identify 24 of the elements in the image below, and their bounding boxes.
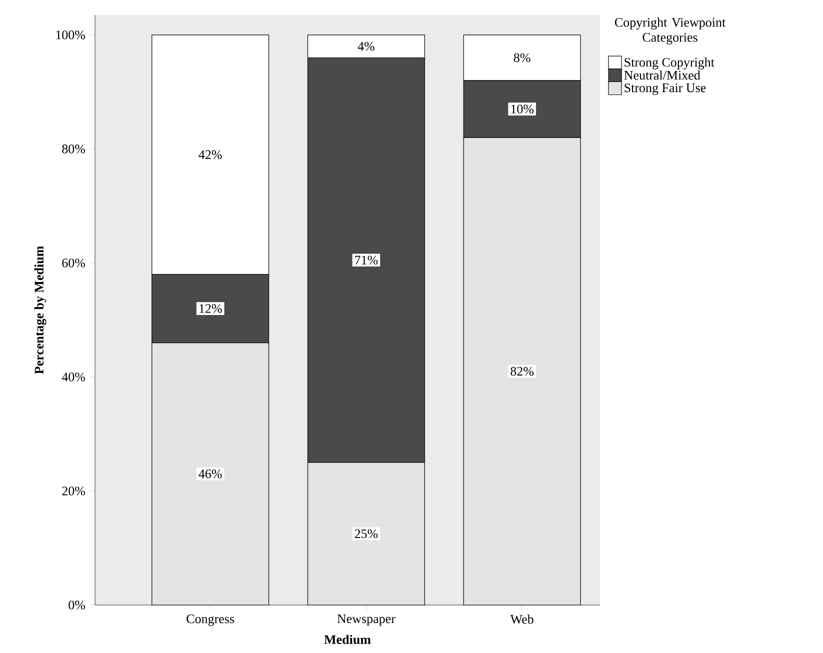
data-label: 71% xyxy=(355,256,378,265)
x-tick-label: Web xyxy=(510,614,534,624)
x-tick-label: Congress xyxy=(186,614,234,626)
y-tick-label: 40% xyxy=(62,372,86,382)
data-label: 8% xyxy=(514,53,530,62)
y-tick-label: 80% xyxy=(62,144,86,154)
legend-label: Strong Copyright xyxy=(624,58,714,70)
legend-title: Copyright Viewpoint Categories xyxy=(614,18,726,44)
x-axis-title: Medium xyxy=(324,634,371,644)
data-label: 46% xyxy=(198,469,222,478)
y-tick-label: 0% xyxy=(68,600,86,610)
data-label: 82% xyxy=(510,366,534,376)
legend-label: Neutral/Mixed xyxy=(624,70,700,80)
data-label: 4% xyxy=(358,42,374,51)
data-label: 25% xyxy=(354,529,378,538)
data-label: 42% xyxy=(198,150,222,160)
y-tick-label: 60% xyxy=(62,258,86,268)
y-tick-label: 20% xyxy=(62,486,86,496)
x-tick-label: Newspaper xyxy=(337,614,396,626)
y-axis-title: Percentage by Medium xyxy=(34,246,46,374)
data-label: 10% xyxy=(511,104,534,114)
data-label: 12% xyxy=(200,304,222,313)
y-tick-label: 100% xyxy=(56,30,86,40)
legend-label: Strong Fair Use xyxy=(624,83,706,95)
